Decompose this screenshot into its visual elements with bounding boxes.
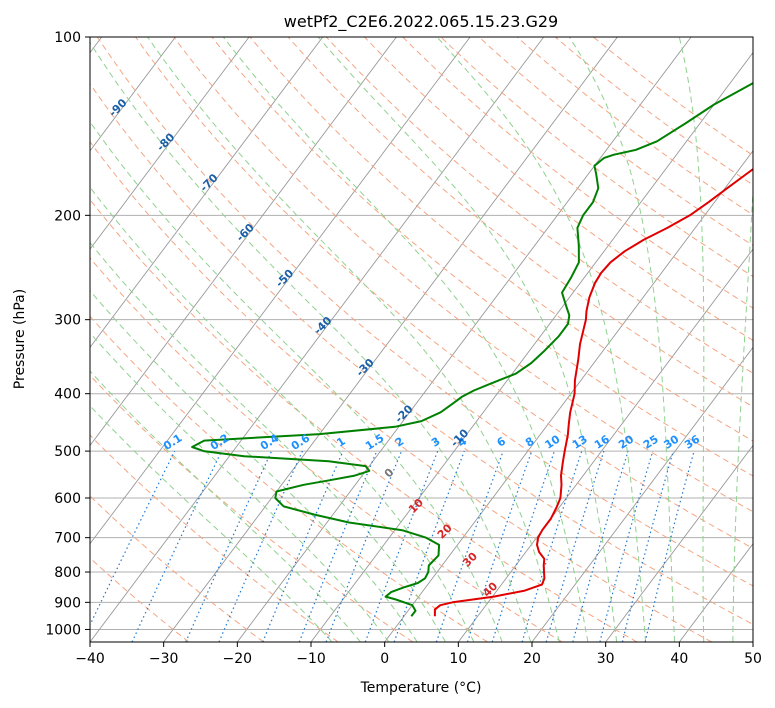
- moist-adiabat-line: [568, 37, 676, 642]
- dry-adiabat-line: [90, 198, 638, 642]
- mixing-ratio-line: [325, 450, 403, 642]
- chart-title: wetPf2_C2E6.2022.065.15.23.G29: [284, 12, 558, 32]
- moist-adiabat-line: [90, 41, 532, 642]
- x-tick-label: 0: [380, 651, 389, 667]
- mixing-ratio-line: [90, 450, 176, 627]
- moist-adiabat-line: [90, 241, 446, 642]
- dry-adiabat-line: [211, 37, 753, 477]
- isotherm-line: [90, 37, 471, 545]
- y-tick-label: 900: [54, 595, 81, 611]
- dry-adiabat-line: [402, 37, 753, 309]
- mixing-ratio-line: [545, 450, 605, 642]
- isotherm-line: [163, 37, 618, 642]
- moist-adiabat-line: [90, 289, 418, 642]
- mixing-ratio-line: [521, 450, 583, 642]
- x-axis-title: Temperature (°C): [360, 680, 482, 696]
- y-tick-label: 600: [54, 491, 81, 507]
- isotherm-line: [531, 346, 753, 642]
- isotherm-line: [236, 37, 692, 642]
- y-tick-label: 700: [54, 531, 81, 547]
- profile-lines: [191, 81, 753, 617]
- dewpoint-profile: [191, 81, 753, 617]
- x-tick-label: 30: [597, 651, 615, 667]
- y-tick-label: 1000: [45, 622, 81, 638]
- dry-adiabat-line: [364, 37, 753, 341]
- plot-frame: [89, 36, 754, 643]
- isotherm-line: [457, 248, 753, 642]
- dry-adiabat-line: [173, 37, 753, 513]
- moist-adiabat-line: [317, 37, 618, 642]
- isotherm-line: [90, 37, 397, 447]
- x-tick-label: 50: [744, 651, 762, 667]
- temperature-profile: [433, 167, 753, 617]
- y-tick-label: 100: [54, 30, 81, 46]
- moist-adiabat-line: [90, 405, 333, 642]
- x-tick-label: −40: [75, 651, 105, 667]
- mixing-ratio-line: [466, 450, 533, 642]
- mixing-ratio-line: [491, 450, 555, 642]
- y-tick-label: 300: [54, 313, 81, 329]
- moist-adiabat-line: [732, 180, 753, 642]
- moist-adiabat-line: [678, 37, 705, 642]
- x-tick-label: −10: [296, 651, 326, 667]
- moist-adiabat-line: [90, 121, 503, 642]
- isotherm-line: [384, 150, 753, 642]
- y-tick-label: 500: [54, 444, 81, 460]
- moist-adiabat-line: [147, 37, 560, 642]
- dry-adiabat-line: [96, 37, 753, 587]
- dry-adiabat-line: [135, 37, 753, 550]
- isotherm-line: [90, 37, 250, 250]
- dry-adiabat-line: [90, 140, 712, 642]
- moist-adiabat-line: [90, 332, 390, 642]
- x-tick-label: 20: [523, 651, 541, 667]
- moist-adiabat-line: [90, 186, 475, 642]
- plot-background: [90, 37, 753, 642]
- isotherm-line: [752, 641, 753, 642]
- dry-adiabat-line: [249, 37, 753, 442]
- isotherm-line: [90, 37, 176, 152]
- x-tick-label: −20: [223, 651, 253, 667]
- x-tick-label: 40: [670, 651, 688, 667]
- moist-adiabat-line: [222, 37, 589, 642]
- isotherm-line: [310, 51, 753, 642]
- x-tick-label: −30: [149, 651, 179, 667]
- moist-adiabat-line: [436, 37, 647, 642]
- dry-adiabat-line: [90, 374, 414, 642]
- isotherm-line: [90, 37, 545, 642]
- dry-adiabat-line: [90, 83, 753, 625]
- y-axis-title: Pressure (hPa): [12, 289, 28, 389]
- y-tick-label: 200: [54, 208, 81, 224]
- x-tick-label: 10: [449, 651, 467, 667]
- background-lines: [90, 37, 753, 642]
- isotherm-line: [605, 444, 753, 642]
- mixing-ratio-line: [131, 450, 223, 642]
- dry-adiabat-label: -100: [63, 49, 92, 78]
- mixing-ratio-line: [364, 450, 439, 642]
- y-tick-label: 800: [54, 565, 81, 581]
- y-tick-label: 400: [54, 387, 81, 403]
- mixing-ratio-line: [572, 450, 629, 642]
- dry-adiabat-line: [90, 256, 563, 642]
